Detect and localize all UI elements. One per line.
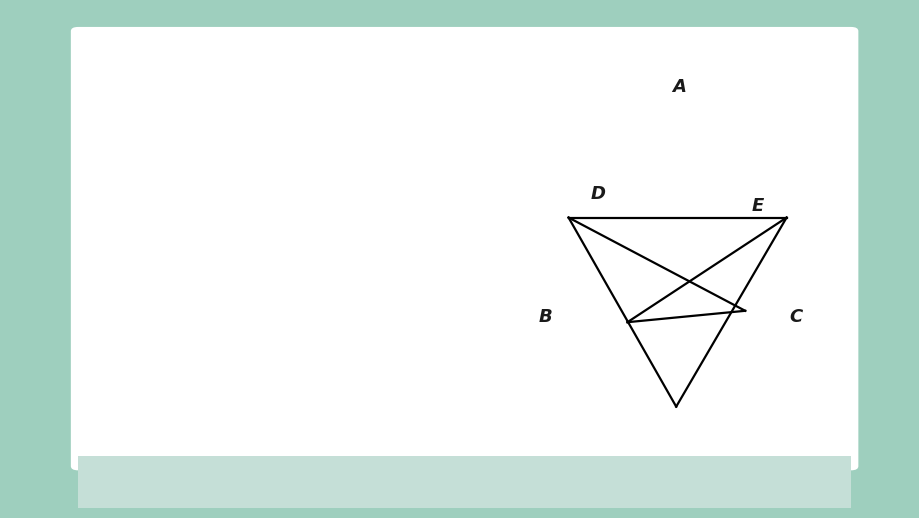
FancyBboxPatch shape bbox=[71, 27, 857, 470]
Text: C: C bbox=[789, 308, 801, 326]
Text: E: E bbox=[751, 197, 763, 214]
Bar bbox=[78, 456, 850, 508]
Text: D: D bbox=[590, 185, 605, 203]
Text: A: A bbox=[671, 78, 686, 96]
Text: B: B bbox=[538, 308, 551, 326]
